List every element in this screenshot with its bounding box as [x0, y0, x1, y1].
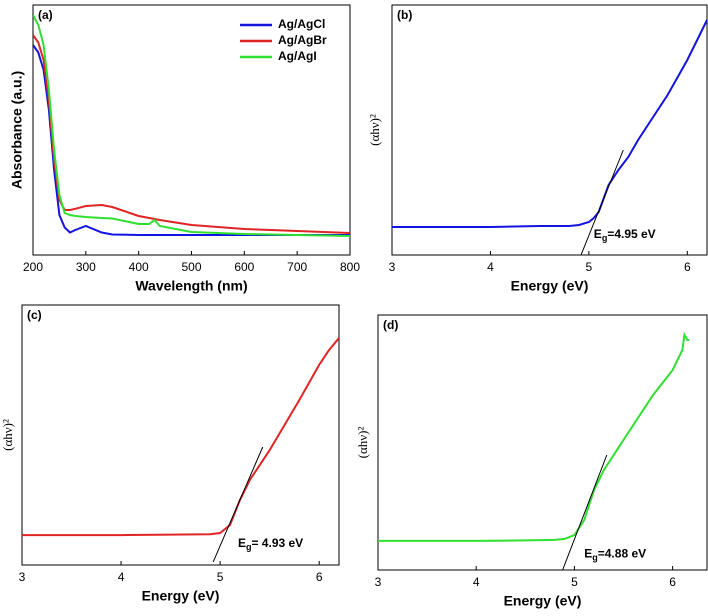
- annotation-sub: g: [592, 553, 598, 563]
- x-axis-label: Energy (eV): [504, 593, 582, 609]
- x-tick-label: 6: [684, 260, 691, 274]
- x-tick-label: 300: [76, 260, 96, 274]
- annotation-main: E: [584, 547, 592, 561]
- x-tick-label: 3: [375, 575, 382, 589]
- x-tick-label: 6: [316, 570, 323, 584]
- x-tick-label: 5: [571, 575, 578, 589]
- annotation-rest: =4.95 eV: [607, 227, 655, 241]
- fit-line: [580, 149, 624, 255]
- data-line: [378, 331, 690, 542]
- annotation-rest: =4.88 eV: [598, 547, 646, 561]
- y-axis-label: Absorbance (a.u.): [9, 71, 25, 189]
- panel: 3 4 5 6 Energy (eV) (αhν)² (b) Eg=4.95 eV: [367, 4, 708, 294]
- fit-line: [562, 454, 608, 570]
- annotation: Eg= 4.93 eV: [238, 536, 303, 552]
- x-tick-label: 700: [287, 260, 307, 274]
- annotation: Eg=4.95 eV: [594, 227, 656, 243]
- panel-label: (d): [383, 318, 398, 332]
- legend-label: Ag/AgCl: [278, 17, 325, 31]
- data-line: [22, 337, 339, 537]
- panel: 3 4 5 6 Energy (eV) (αhν)² (c) Eg= 4.93 eV: [0, 304, 340, 604]
- y-axis-label: (αhν)²: [0, 419, 15, 451]
- y-axis-label: (αhν)²: [367, 114, 382, 146]
- x-tick-label: 800: [340, 260, 360, 274]
- data-line: [33, 14, 350, 237]
- x-tick-label: 500: [181, 260, 201, 274]
- annotation-sub: g: [246, 543, 252, 553]
- x-tick-label: 6: [669, 575, 676, 589]
- x-tick-label: 400: [129, 260, 149, 274]
- x-axis-label: Energy (eV): [511, 278, 589, 294]
- panel: 200 300 400 500 600 700 800 Wavelength (nm) Abso…: [9, 4, 360, 294]
- x-tick-label: 5: [217, 570, 224, 584]
- x-tick-label: 3: [389, 260, 396, 274]
- annotation-rest: = 4.93 eV: [251, 536, 303, 550]
- x-tick-label: 4: [118, 570, 125, 584]
- fit-line: [212, 446, 264, 563]
- panel-label: (c): [27, 308, 42, 322]
- plot-frame: [21, 304, 340, 566]
- x-axis-label: Wavelength (nm): [135, 278, 247, 294]
- annotation-main: E: [594, 227, 602, 241]
- legend-label: Ag/AgBr: [278, 33, 327, 47]
- panel-label: (a): [38, 8, 53, 22]
- annotation: Eg=4.88 eV: [584, 547, 646, 563]
- data-line: [33, 34, 350, 234]
- x-tick-label: 600: [234, 260, 254, 274]
- x-tick-label: 4: [473, 575, 480, 589]
- x-tick-label: 3: [19, 570, 26, 584]
- plot-frame: [377, 314, 708, 571]
- plot-frame: [391, 4, 708, 256]
- x-tick-label: 4: [487, 260, 494, 274]
- x-tick-label: 200: [23, 260, 43, 274]
- annotation-main: E: [238, 536, 246, 550]
- x-tick-label: 5: [586, 260, 593, 274]
- data-line: [392, 19, 707, 228]
- panel: 3 4 5 6 Energy (eV) (αhν)² (d) Eg=4.88 eV: [355, 314, 708, 609]
- legend-label: Ag/AgI: [278, 49, 317, 63]
- annotation-sub: g: [602, 233, 608, 243]
- x-axis-label: Energy (eV): [142, 588, 220, 604]
- y-axis-label: (αhν)²: [355, 427, 370, 459]
- panel-label: (b): [397, 8, 412, 22]
